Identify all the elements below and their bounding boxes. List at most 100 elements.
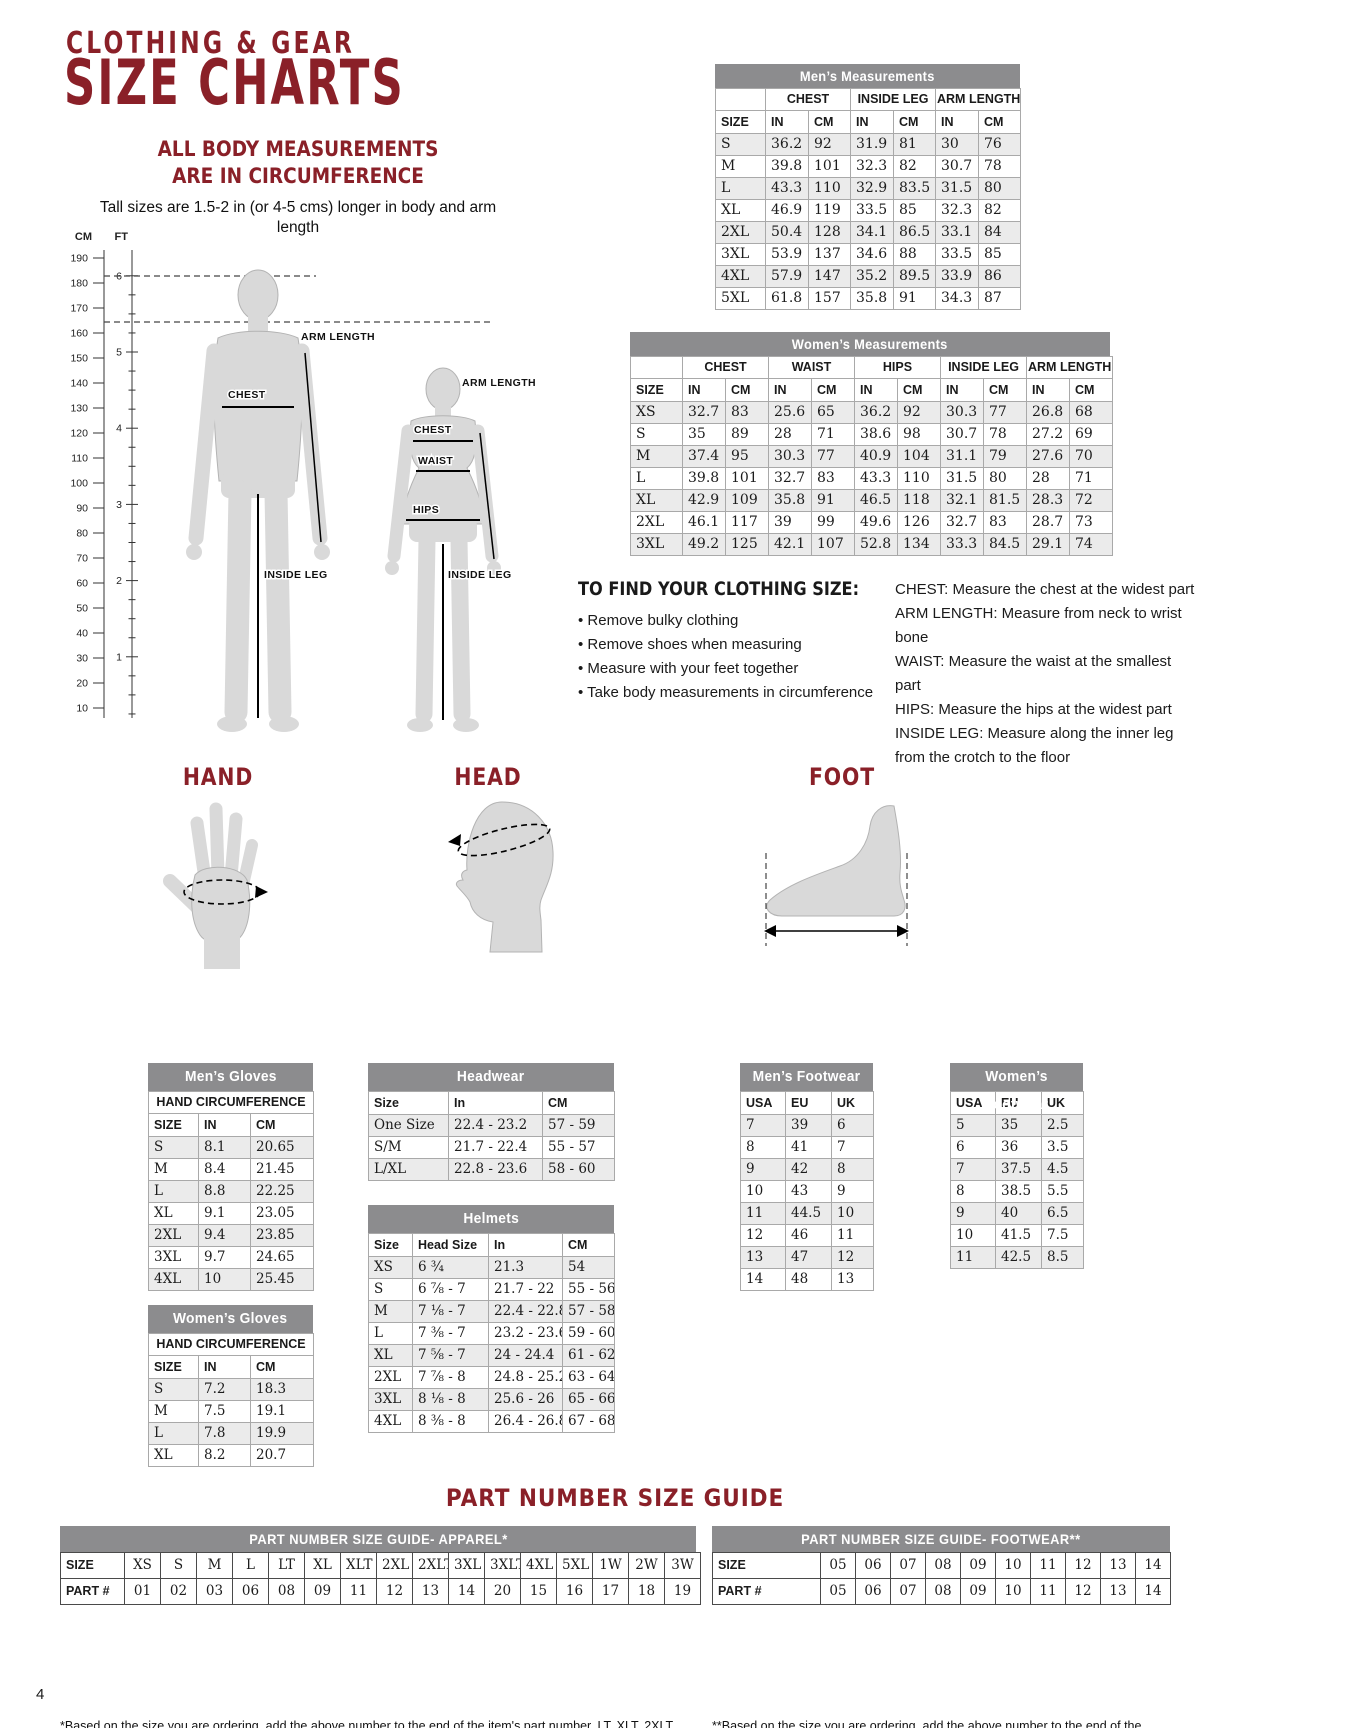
table-cell: 78	[977, 155, 1022, 178]
table-cell: 65 - 66	[562, 1388, 615, 1411]
data-table: CHEST WAIST HIPS INSIDE LEG ARM LENGTH SIZE IN…	[630, 356, 1114, 556]
table-cell: 05	[820, 1578, 856, 1605]
table-row: L 43.3 110 32.9 83.5 31.5 80	[715, 177, 1022, 200]
table-title: Women’s Footwear	[950, 1063, 1083, 1113]
table-column-header: USA	[740, 1091, 786, 1115]
table-row: 7 39 6	[740, 1114, 874, 1137]
table-group-row: CHEST WAIST HIPS INSIDE LEG ARM LENGTH	[630, 356, 1114, 379]
table-cell: PART #	[60, 1578, 125, 1605]
table-cell: 31.1	[940, 445, 984, 468]
table-group-header: WAIST	[768, 356, 855, 379]
table-cell: 67 - 68	[562, 1410, 615, 1433]
table-cell: 39.8	[765, 155, 809, 178]
table-group-header: HAND CIRCUMFERENCE	[147, 1333, 315, 1356]
table-cell: 9	[831, 1180, 874, 1203]
table-cell: 14	[740, 1268, 786, 1291]
table-cell: 33.1	[935, 221, 979, 244]
table-cell: 08	[925, 1552, 961, 1579]
table-group-header: INSIDE LEG	[850, 88, 936, 111]
table-row: S 36.2 92 31.9 81 30 76	[715, 133, 1022, 156]
table-column-header: UK	[831, 1091, 874, 1115]
table-row: M 39.8 101 32.3 82 30.7 78	[715, 155, 1022, 178]
table-cell: 61 - 62	[562, 1344, 615, 1367]
cm-tick-label: 150	[70, 353, 88, 365]
table-header-row: Size In CM	[368, 1091, 615, 1115]
table-row: XL 42.9 109 35.8 91 46.5 118 32.1 81.5 28.3 72	[630, 489, 1114, 512]
table-cell: 77	[811, 445, 855, 468]
table-cell: 4XL	[148, 1268, 199, 1291]
table-header-row: SIZE IN CM	[148, 1113, 315, 1137]
table-cell: 3XL	[368, 1388, 413, 1411]
table-cell: 22.8 - 23.6	[448, 1158, 543, 1181]
hand-diagram	[163, 802, 268, 969]
data-table: SIZEXSSMLLTXLXLT2XL2XLT3XL3XLT4XL5XL1W2W…	[60, 1552, 701, 1605]
table-cell: 7.2	[198, 1378, 251, 1401]
table-cell: 33.5	[935, 243, 979, 266]
table-cell: 34.3	[935, 287, 979, 310]
table-cell: 11	[740, 1202, 786, 1225]
table-cell: 25.45	[249, 1268, 315, 1291]
table-cell: 11	[1030, 1552, 1066, 1579]
table-cell: M	[715, 155, 766, 178]
table-cell: S	[715, 133, 766, 156]
table-row: M 37.4 95 30.3 77 40.9 104 31.1 79 27.6 70	[630, 445, 1114, 468]
table-cell: 39.8	[682, 467, 726, 490]
table-cell: 6 ⅞ - 7	[412, 1278, 489, 1301]
table-cell: 24.8 - 25.2	[488, 1366, 563, 1389]
table-cell: 32.3	[935, 199, 979, 222]
table-cell: 08	[925, 1578, 961, 1605]
table-cell: 10	[740, 1180, 786, 1203]
table-cell: 2XL	[630, 511, 683, 534]
table-cell: 35.8	[850, 287, 894, 310]
table-cell: 11	[340, 1578, 377, 1605]
table-cell: SIZE	[712, 1552, 821, 1579]
foot-arrow-left	[764, 925, 776, 937]
table-cell: 72	[1068, 489, 1114, 512]
ft-scale-label: FT	[115, 231, 129, 243]
table-cell: 49.2	[682, 533, 726, 556]
page-kicker: CLOTHING & GEAR	[66, 26, 356, 61]
table-cell: 57 - 58	[562, 1300, 615, 1323]
table-row: 2XL 9.4 23.85	[148, 1224, 315, 1247]
table-row: L 8.8 22.25	[148, 1180, 315, 1203]
table-row: 4XL 10 25.45	[148, 1268, 315, 1291]
table-cell: 53.9	[765, 243, 809, 266]
table-cell: 38.6	[854, 423, 898, 446]
table-row: 8 41 7	[740, 1136, 874, 1159]
table-cell: L	[630, 467, 683, 490]
howto-bullet: Remove bulky clothing	[578, 609, 893, 633]
table-row: 13 47 12	[740, 1246, 874, 1269]
intro-line1: ALL BODY MEASUREMENTS	[157, 137, 439, 161]
table-title: Men’s Gloves	[148, 1063, 313, 1091]
table-cell: 1W	[592, 1552, 629, 1579]
table-cell: 43.3	[765, 177, 809, 200]
table-cell: 85	[893, 199, 936, 222]
data-table: HAND CIRCUMFERENCE SIZE IN CM S 7.2 18.3 M 7.5 19…	[147, 1333, 315, 1467]
table-row: 10 41.5 7.5	[950, 1224, 1084, 1247]
cm-tick-label: 190	[70, 253, 88, 265]
table-column-header: Head Size	[412, 1233, 489, 1257]
table-column-header: SIZE	[148, 1113, 199, 1137]
table-cell: 28	[768, 423, 812, 446]
table-cell: 7 ⅞ - 8	[412, 1366, 489, 1389]
table-cell: 36.2	[765, 133, 809, 156]
table-cell: XL	[368, 1344, 413, 1367]
table-group-header: INSIDE LEG	[940, 356, 1027, 379]
table-cell: 63 - 64	[562, 1366, 615, 1389]
table-cell: 32.9	[850, 177, 894, 200]
table-cell: 7 ⅜ - 7	[412, 1322, 489, 1345]
table-cell: 08	[268, 1578, 305, 1605]
table-cell: 147	[808, 265, 851, 288]
apparel-part-guide: PART NUMBER SIZE GUIDE- APPAREL* SIZE XS S M…	[60, 1526, 701, 1728]
ft-tick-label: 5	[116, 347, 122, 359]
table-group-header	[715, 88, 766, 111]
table-cell: 32.1	[940, 489, 984, 512]
table-column-header: SIZE	[715, 110, 766, 134]
table-column-header: SIZE	[630, 378, 683, 402]
male-measure-marks: CHEST ARM LENGTH INSIDE LEG	[222, 330, 376, 718]
table-cell: 2.5	[1041, 1114, 1084, 1137]
table-group-header: ARM LENGTH	[934, 88, 1022, 111]
table-row: 3XL 49.2 125 42.1 107 52.8 134 33.3 84.5 29.1 74	[630, 533, 1114, 556]
table-cell: 9.4	[198, 1224, 251, 1247]
